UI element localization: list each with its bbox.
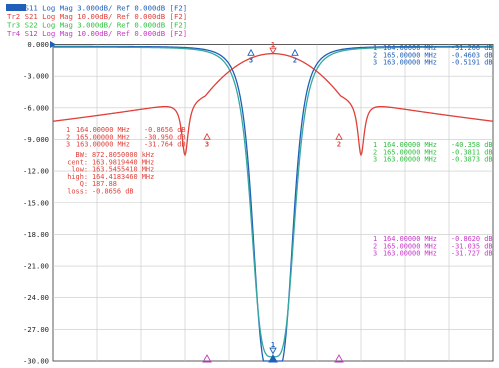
marker-readout-index: 1 — [373, 44, 377, 52]
filter-stat-value: 163.9819440 MHz — [92, 158, 154, 166]
filter-stat-value: 187.88 — [92, 180, 117, 188]
stimulus-marker-icon — [334, 354, 344, 363]
marker-readout-index: 2 — [66, 133, 70, 141]
marker-readout-index: 3 — [373, 59, 377, 67]
filter-stat-value: 872.8050000 kHz — [92, 151, 154, 159]
trace-header-tr3[interactable]: Tr3 S22 Log Mag 3.000dB/ Ref 0.000dB [F2… — [7, 21, 187, 30]
trace-header-tr2[interactable]: Tr2 S21 Log Mag 10.00dB/ Ref 0.000dB [F2… — [7, 12, 187, 21]
marker-readout-index: 2 — [373, 242, 377, 250]
y-tick-label: -12.00 — [23, 167, 49, 176]
marker-readout-frequency: 165.00000 MHz — [383, 148, 437, 156]
y-tick-label: -15.00 — [23, 198, 49, 207]
filter-stat-label: high: — [67, 173, 88, 181]
marker-readout-frequency: 165.00000 MHz — [383, 242, 437, 250]
marker-readout-s11: 1 164.00000 MHz -31.206 dB 2 165.00000 MHz -0… — [373, 44, 493, 67]
y-tick-label: -9.000 — [23, 135, 49, 144]
filter-stat-label: loss: — [67, 188, 88, 196]
filter-stat-value: 164.4183460 MHz — [92, 173, 154, 181]
filter-stat-value: -0.8656 dB — [92, 188, 134, 196]
marker-triangle-icon — [203, 132, 211, 140]
y-tick-label: -27.00 — [23, 325, 49, 334]
marker-readout-frequency: 164.00000 MHz — [383, 235, 437, 243]
trace-header-tr1[interactable]: Tr1 S11 Log Mag 3.000dB/ Ref 0.000dB [F2… — [7, 4, 187, 13]
filter-stat-label: low: — [71, 166, 88, 174]
filter-stat-value: 163.5455410 MHz — [92, 166, 154, 174]
marker-number: 1 — [271, 41, 275, 49]
filter-stat-label: Q: — [80, 180, 88, 188]
marker-readout-index: 2 — [373, 51, 377, 59]
plot-grid — [52, 44, 494, 362]
marker-readout-index: 2 — [373, 148, 377, 156]
marker-readout-value: -31.764 dB — [144, 141, 186, 149]
y-tick-label: -30.00 — [23, 357, 49, 366]
y-tick-label: -24.00 — [23, 293, 49, 302]
marker-number: 3 — [249, 56, 253, 64]
y-tick-label: 0.000 — [27, 40, 49, 49]
trace-header-list: Tr1 S11 Log Mag 3.000dB/ Ref 0.000dB [F2… — [6, 4, 187, 38]
marker-readout-frequency: 165.00000 MHz — [383, 51, 437, 59]
marker-readout-value: -30.950 dB — [144, 133, 186, 141]
active-trace-highlight — [6, 4, 26, 11]
marker-readout-index: 1 — [66, 126, 70, 134]
marker-readout-value: -0.4603 dB — [451, 51, 493, 59]
y-tick-label: -6.000 — [23, 103, 49, 112]
marker-number: 1 — [271, 341, 275, 349]
stimulus-markers — [202, 354, 344, 363]
marker-readout-value: -0.8656 dB — [144, 126, 186, 134]
marker-readout-frequency: 163.00000 MHz — [76, 141, 130, 149]
filter-stat-label: cent: — [67, 158, 88, 166]
marker-readout-index: 3 — [373, 250, 377, 258]
marker-readout-value: -31.035 dB — [451, 242, 493, 250]
marker-readout-frequency: 163.00000 MHz — [383, 59, 437, 67]
marker-readout-frequency: 164.00000 MHz — [76, 126, 130, 134]
marker-triangle-icon — [269, 347, 277, 355]
stimulus-marker-icon — [268, 354, 278, 363]
marker-readout-value: -40.358 dB — [451, 141, 493, 149]
y-axis-labels: 0.000 -3.000 -6.000 -9.000 -12.00 -15.00 -18.0… — [23, 40, 49, 366]
marker-triangle-icon — [247, 48, 255, 56]
filter-stat-label: BW: — [76, 151, 88, 159]
marker-readout-value: -31.727 dB — [451, 250, 493, 258]
stimulus-marker-icon — [202, 354, 212, 363]
marker-readout-value: -0.5191 dB — [451, 59, 493, 67]
filter-statistics: BW: 872.8050000 kHz cent: 163.9819440 MHz lo… — [67, 151, 154, 196]
marker-triangle-icon — [291, 48, 299, 56]
marker-readout-frequency: 163.00000 MHz — [383, 250, 437, 258]
marker-readout-index: 3 — [373, 156, 377, 164]
marker-number: 2 — [337, 140, 341, 148]
trace-header-tr4[interactable]: Tr4 S12 Log Mag 10.00dB/ Ref 0.000dB [F2… — [7, 29, 187, 38]
marker-readout-value: -0.3873 dB — [451, 156, 493, 164]
marker-readout-s21: 1 164.00000 MHz -0.8656 dB 2 165.00000 MHz -3… — [66, 126, 186, 149]
marker-readout-value: -31.206 dB — [451, 44, 493, 52]
y-tick-label: -18.00 — [23, 230, 49, 239]
marker-readout-index: 1 — [373, 141, 377, 149]
y-tick-label: -3.000 — [23, 72, 49, 81]
marker-readout-frequency: 164.00000 MHz — [383, 141, 437, 149]
marker-readout-s12: 1 164.00000 MHz -0.8620 dB 2 165.00000 MHz -3… — [373, 235, 493, 258]
marker-triangle-icon — [269, 47, 277, 55]
marker-readout-frequency: 163.00000 MHz — [383, 156, 437, 164]
marker-readout-frequency: 165.00000 MHz — [76, 133, 130, 141]
reference-level-arrow-icon[interactable] — [50, 41, 56, 48]
marker-readout-s22: 1 164.00000 MHz -40.358 dB 2 165.00000 MHz -0… — [373, 141, 493, 164]
marker-readout-index: 3 — [66, 141, 70, 149]
marker-readout-value: -0.3811 dB — [451, 148, 493, 156]
marker-symbols: 1 2 3 3 2 1 — [203, 41, 343, 355]
marker-triangle-icon — [335, 132, 343, 140]
marker-readout-value: -0.8620 dB — [451, 235, 493, 243]
y-tick-label: -21.00 — [23, 262, 49, 271]
marker-readout-frequency: 164.00000 MHz — [383, 44, 437, 52]
marker-readout-index: 1 — [373, 235, 377, 243]
marker-number: 2 — [293, 56, 297, 64]
marker-number: 3 — [205, 140, 209, 148]
